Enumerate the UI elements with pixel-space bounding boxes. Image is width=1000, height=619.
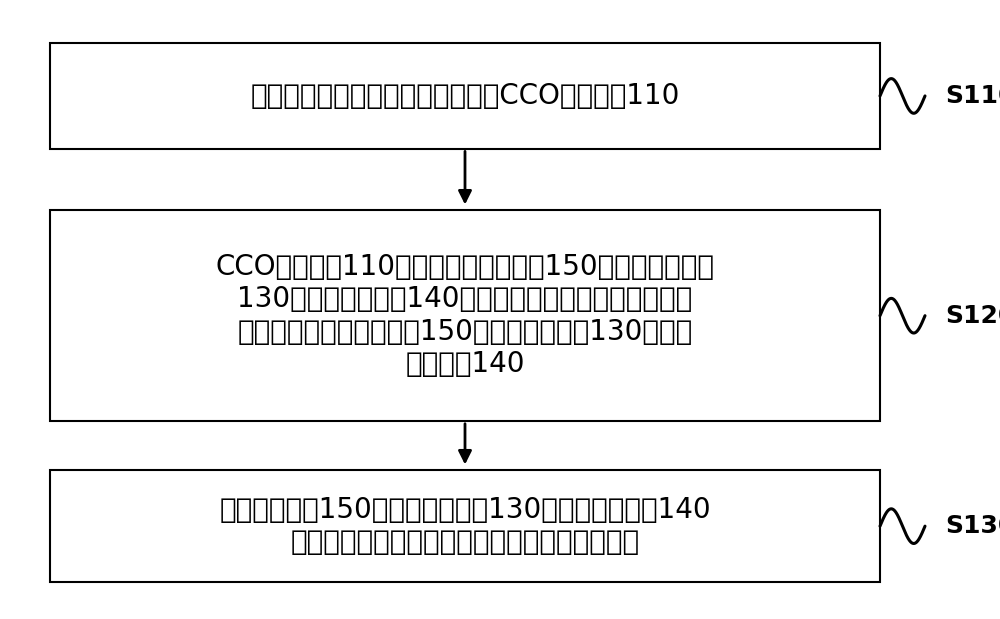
FancyBboxPatch shape: [50, 470, 880, 582]
Text: 网关将电气量采集需求指令发送给CCO载波模块110: 网关将电气量采集需求指令发送给CCO载波模块110: [250, 82, 680, 110]
Text: 电表载波模块150、开关载波模块130、表筱载波模块140
按照指令要求，每分钟采集相应的电气量并保存: 电表载波模块150、开关载波模块130、表筱载波模块140 按照指令要求，每分钟…: [219, 496, 711, 556]
Text: S120: S120: [945, 304, 1000, 327]
Text: S130: S130: [945, 514, 1000, 538]
Text: S110: S110: [945, 84, 1000, 108]
Text: CCO载波模块110定时与电表载波模块150、开关载波模块
130、表筱载波模块140进行校时并将每分钟需要采集的
电气量发给电表载波模块150、开关载波模块1: CCO载波模块110定时与电表载波模块150、开关载波模块 130、表筱载波模块…: [215, 253, 714, 378]
FancyBboxPatch shape: [50, 43, 880, 149]
FancyBboxPatch shape: [50, 210, 880, 421]
